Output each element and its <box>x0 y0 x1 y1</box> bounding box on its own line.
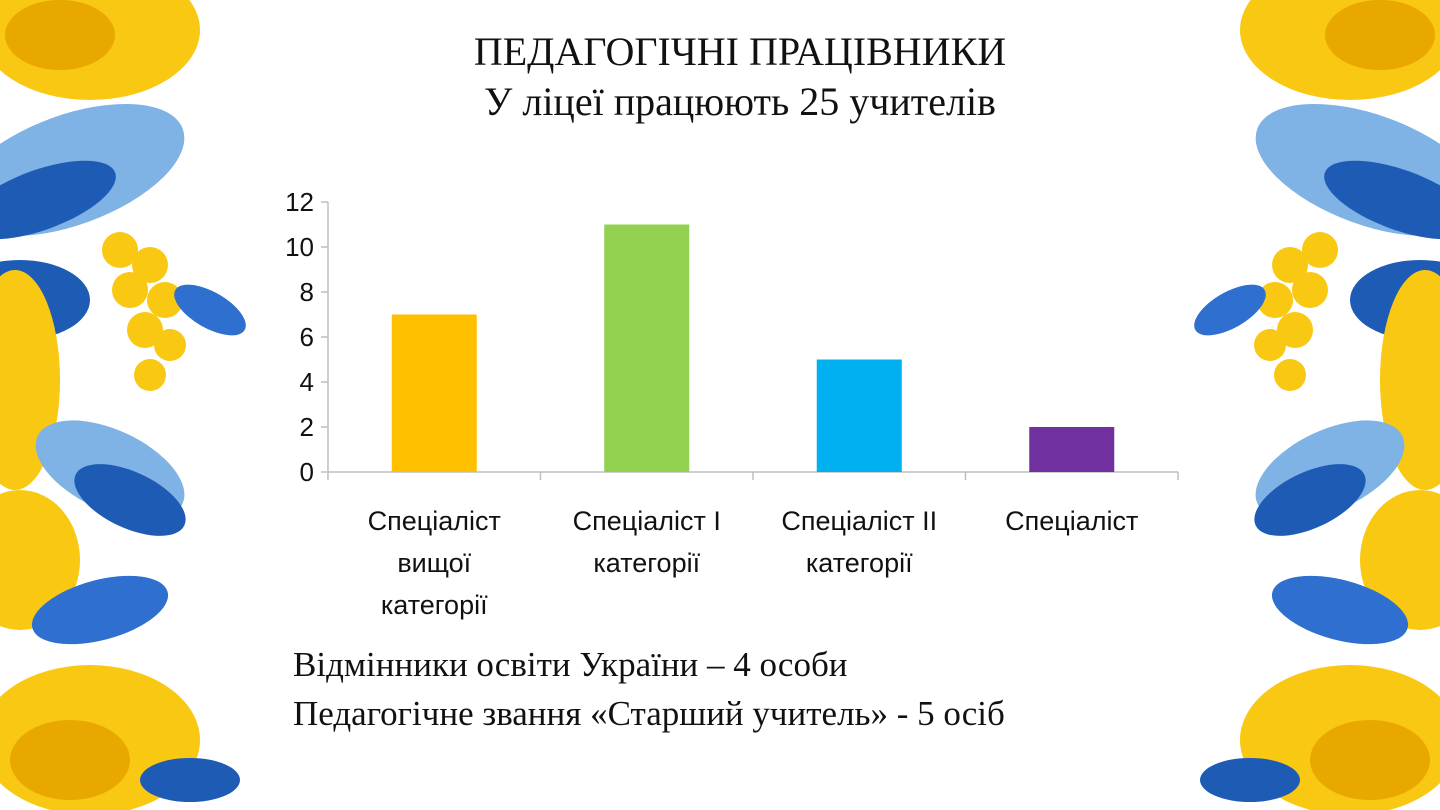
floral-ornament-right <box>1194 0 1440 810</box>
bar-4 <box>1029 427 1115 472</box>
bar-chart: 0 2 4 6 8 10 12 Спеціаліст вищої категорії Спеціал… <box>285 187 1179 620</box>
x-tick-label: Спеціаліст вищої категорії <box>368 506 501 620</box>
bar-3 <box>816 359 902 472</box>
y-tick-label: 6 <box>300 322 314 352</box>
y-tick-label: 0 <box>300 457 314 487</box>
slide-subtitle: У ліцеї працюють 25 учителів <box>484 79 996 124</box>
note-senior-teacher: Педагогічне звання «Старший учитель» - 5… <box>293 694 1005 733</box>
y-tick-label: 2 <box>300 412 314 442</box>
bar-2 <box>604 224 690 472</box>
y-tick-label: 4 <box>300 367 314 397</box>
y-tick-label: 10 <box>285 232 314 262</box>
x-tick-label: Спеціаліст ІІ категорії <box>781 506 937 578</box>
floral-ornament-left <box>0 0 246 810</box>
bar-1 <box>391 314 477 472</box>
x-tick-label: Спеціаліст <box>1005 506 1138 536</box>
slide-title: ПЕДАГОГІЧНІ ПРАЦІВНИКИ <box>473 29 1007 74</box>
left-floral-border <box>0 0 260 810</box>
note-excellence: Відмінники освіти України – 4 особи <box>293 645 848 684</box>
y-tick-label: 12 <box>285 187 314 217</box>
right-floral-border <box>1180 0 1440 810</box>
y-tick-label: 8 <box>300 277 314 307</box>
